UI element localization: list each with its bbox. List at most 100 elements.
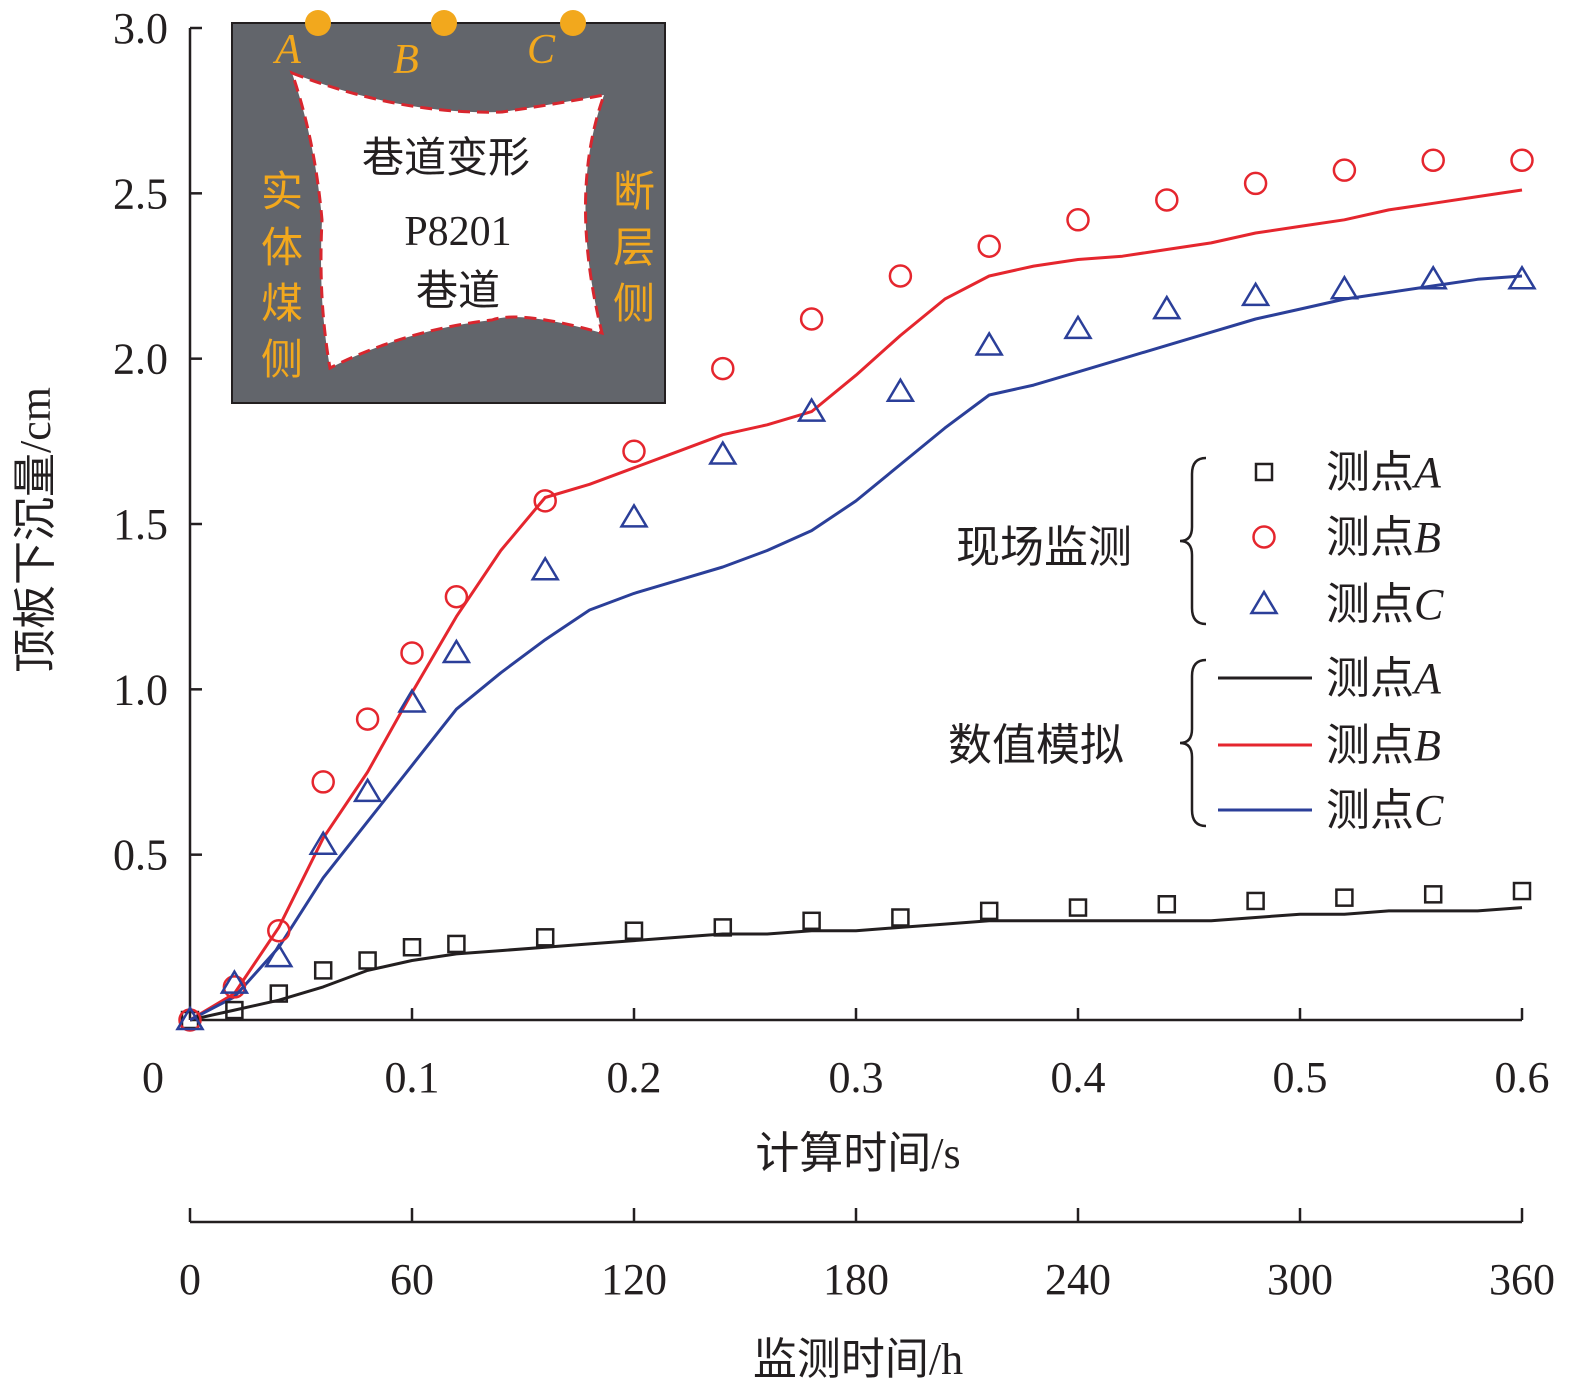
inset-point-c-label: C <box>527 27 556 73</box>
measured-point-b <box>1421 148 1445 173</box>
inset-right-char: 断 <box>613 170 655 216</box>
measured-point-b <box>1066 208 1090 232</box>
x-axis-title: 计算时间/s <box>755 1129 960 1178</box>
simulated-line-a <box>189 906 1523 1022</box>
x2-axis-title: 监测时间/h <box>753 1335 963 1384</box>
measured-point-a <box>225 1000 244 1020</box>
x2-tick-label: 60 <box>390 1255 434 1304</box>
measured-point-a <box>402 938 422 957</box>
axes: 0 0.1 0.2 0.3 0.4 0.5 0.6 0.5 1.0 1.5 2.0 2.5 3.0 0 60… <box>113 4 1555 1304</box>
inset-right-side-label: 断 层 侧 <box>613 170 655 328</box>
measured-point-c <box>796 397 827 422</box>
inset-right-char: 层 <box>613 226 655 272</box>
measured-point-b <box>311 770 335 794</box>
measured-point-a <box>269 984 289 1003</box>
measured-point-c <box>1418 264 1448 290</box>
measured-point-b <box>1332 158 1357 182</box>
y-axis-title: 顶板下沉量/cm <box>11 387 60 673</box>
measured-point-c <box>308 830 338 855</box>
legend-marker-c <box>1249 589 1279 615</box>
inset-left-char: 体 <box>261 226 303 272</box>
measured-point-c <box>397 688 427 713</box>
y-tick-label: 2.0 <box>113 335 168 384</box>
legend-entry-simulated-a: 测点A <box>1326 654 1442 703</box>
x2-tick-label: 240 <box>1045 1255 1111 1304</box>
x2-tick-label: 180 <box>823 1255 889 1304</box>
measured-point-a <box>1157 895 1177 914</box>
x2-tick-label: 120 <box>601 1255 667 1304</box>
monitor-point-a-dot <box>305 10 331 36</box>
measured-markers <box>175 148 1537 1032</box>
measured-point-a <box>1423 885 1443 904</box>
measured-point-c <box>1329 274 1360 300</box>
measured-point-c <box>441 638 472 664</box>
x-tick-label: 0.1 <box>385 1053 440 1102</box>
measured-point-a <box>802 911 821 931</box>
inset-point-a-label: A <box>272 27 301 73</box>
measured-point-a <box>313 961 333 980</box>
x-tick-label: 0.2 <box>607 1053 662 1102</box>
measured-point-c <box>1063 314 1093 340</box>
x-tick-label: 0.6 <box>1495 1053 1550 1102</box>
inset-roadway-name: P8201 <box>404 209 511 255</box>
measured-point-c <box>530 555 560 581</box>
measured-point-c <box>619 502 649 528</box>
legend-brace-simulated <box>1179 658 1207 828</box>
inset-left-char: 煤 <box>261 282 303 328</box>
measured-point-c <box>219 969 250 994</box>
measured-point-a <box>713 918 733 937</box>
measured-point-a <box>1246 891 1265 911</box>
x-tick-label: 0.4 <box>1051 1053 1106 1102</box>
x-tick-label: 0.3 <box>829 1053 884 1102</box>
measured-point-b <box>622 439 646 464</box>
measured-point-c <box>974 330 1004 356</box>
measured-point-b <box>355 707 380 731</box>
measured-point-b <box>533 489 557 513</box>
legend-entry-measured-b: 测点B <box>1326 513 1441 562</box>
measured-point-c <box>708 440 738 465</box>
measured-point-b <box>1510 148 1534 173</box>
y-tick-label: 2.5 <box>113 169 168 218</box>
y-tick-label: 0.5 <box>113 831 168 880</box>
measured-point-b <box>267 918 291 943</box>
y-tick-label: 3.0 <box>113 4 168 53</box>
measured-point-b <box>888 264 913 288</box>
inset-title: 巷道变形 <box>362 135 530 182</box>
monitor-point-c-dot <box>560 10 586 36</box>
x2-tick-label: 300 <box>1267 1255 1333 1304</box>
measured-point-a <box>447 934 466 954</box>
legend-group-simulated-label: 数值模拟 <box>948 721 1124 770</box>
legend-marker-b <box>1252 525 1276 549</box>
measured-point-c <box>1507 264 1537 290</box>
measured-point-b <box>400 641 424 665</box>
legend-entry-measured-c: 测点C <box>1326 580 1444 629</box>
y-tick-label: 1.5 <box>113 500 168 549</box>
legend-entry-simulated-b: 测点B <box>1326 721 1441 770</box>
measured-point-b <box>1155 188 1179 212</box>
measured-point-c <box>264 942 294 968</box>
inset-left-char: 侧 <box>261 338 303 384</box>
measured-point-a <box>1335 888 1354 907</box>
measured-point-c <box>1152 294 1182 320</box>
roadway-outline <box>289 70 607 371</box>
x2-tick-label: 0 <box>179 1255 201 1304</box>
measured-point-a <box>1068 898 1088 917</box>
measured-point-a <box>624 921 644 940</box>
measured-point-c <box>885 377 916 402</box>
measured-point-b <box>711 356 735 381</box>
simulated-line-c <box>189 274 1523 1022</box>
x2-tick-label: 360 <box>1489 1255 1555 1304</box>
measured-point-b <box>799 307 824 331</box>
legend-marker-a <box>1254 462 1274 482</box>
measured-point-a <box>358 951 377 970</box>
legend-brace-measured <box>1179 456 1207 626</box>
measured-point-b <box>1243 171 1268 196</box>
measured-point-a <box>535 928 555 947</box>
legend-group-measured-label: 现场监测 <box>956 523 1132 572</box>
legend-entry-simulated-c: 测点C <box>1326 786 1444 835</box>
legend-entry-measured-a: 测点A <box>1326 448 1442 497</box>
x-tick-label: 0.5 <box>1273 1053 1328 1102</box>
measured-point-a <box>979 901 999 921</box>
